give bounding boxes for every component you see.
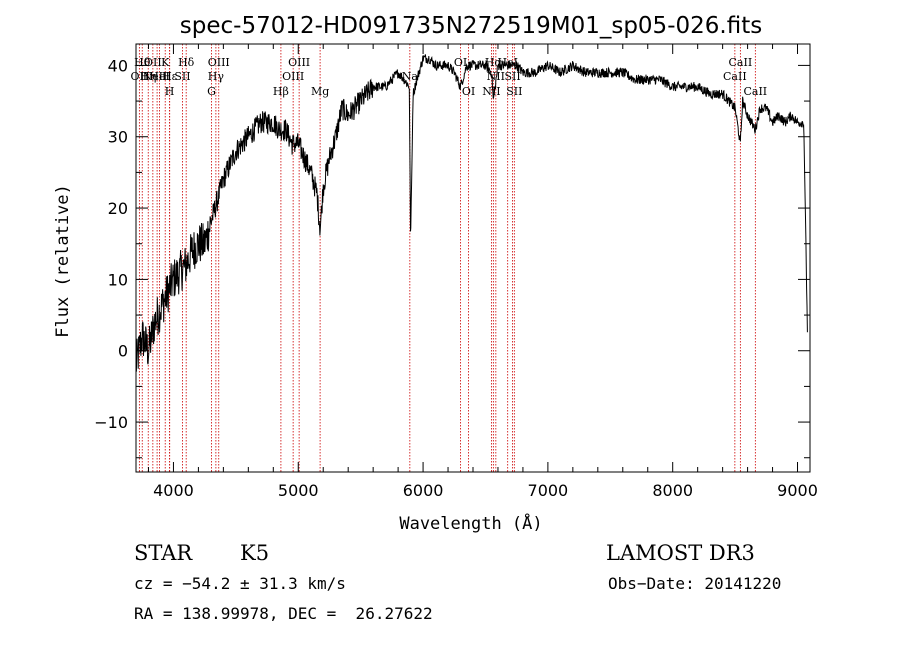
spectrum-series-line bbox=[135, 54, 808, 372]
line-marker-label: SII bbox=[506, 85, 522, 98]
x-axis-label: Wavelength (Å) bbox=[399, 512, 542, 534]
line-marker-label: NII bbox=[482, 85, 500, 98]
line-marker-label: H bbox=[165, 85, 175, 98]
y-tick-label: −10 bbox=[94, 413, 128, 432]
line-marker-label: Hγ bbox=[208, 70, 225, 83]
y-tick-label: 0 bbox=[118, 342, 128, 361]
y-tick-label: 30 bbox=[108, 128, 128, 147]
line-marker-label: OI bbox=[454, 56, 467, 69]
object-class: STAR bbox=[134, 541, 193, 565]
line-marker-labels: OIIHθHηOIINeIIIHeIKHHεSIIHδGHγOIIIHβOIII… bbox=[131, 56, 768, 98]
y-tick-label: 40 bbox=[108, 56, 128, 75]
obs-date: Obs−Date: 20141220 bbox=[608, 574, 782, 593]
line-marker-label: Na bbox=[402, 70, 419, 83]
x-tick-label: 9000 bbox=[777, 481, 818, 500]
line-marker-label: OII bbox=[144, 56, 162, 69]
y-axis-label: Flux (relative) bbox=[53, 184, 73, 338]
line-marker-label: SII bbox=[174, 70, 190, 83]
line-marker-label: OII bbox=[131, 70, 149, 83]
x-tick-label: 7000 bbox=[528, 481, 569, 500]
line-markers bbox=[138, 44, 756, 472]
x-tick-label: 8000 bbox=[652, 481, 693, 500]
x-tick-label: 5000 bbox=[278, 481, 319, 500]
redshift-cz: cz = −54.2 ± 31.3 km/s bbox=[134, 574, 346, 593]
survey-name: LAMOST DR3 bbox=[606, 541, 755, 565]
line-marker-label: K bbox=[161, 56, 170, 69]
line-marker-label: HeI bbox=[149, 70, 169, 83]
object-subclass: K5 bbox=[240, 541, 270, 565]
ra-dec: RA = 138.99978, DEC = 26.27622 bbox=[134, 604, 433, 623]
line-marker-label: CaII bbox=[729, 56, 753, 69]
x-tick-label: 6000 bbox=[403, 481, 444, 500]
plot-frame bbox=[135, 43, 811, 473]
line-marker-label: SII bbox=[504, 70, 520, 83]
axis-ticks: 4000 5000 6000 7000 8000 9000 −10 0 10 20 30 40 bbox=[94, 44, 818, 500]
line-marker-label: CaII bbox=[723, 70, 747, 83]
chart-title: spec-57012-HD091735N272519M01_sp05-026.f… bbox=[180, 13, 762, 39]
line-marker-label: Hδ bbox=[178, 56, 195, 69]
y-tick-label: 10 bbox=[108, 270, 128, 289]
line-marker-label: Mg bbox=[311, 85, 329, 98]
line-marker-label: NeIII bbox=[143, 70, 172, 83]
x-tick-label: 4000 bbox=[153, 481, 194, 500]
line-marker-label: G bbox=[207, 85, 216, 98]
y-tick-label: 20 bbox=[108, 199, 128, 218]
line-marker-label: Hη bbox=[140, 70, 156, 83]
line-marker-label: OIII bbox=[208, 56, 230, 69]
line-marker-label: OI bbox=[462, 85, 475, 98]
line-marker-label: OIII bbox=[288, 56, 310, 69]
line-marker-label: OIII bbox=[282, 70, 304, 83]
line-marker-label: Hβ bbox=[273, 85, 289, 98]
line-marker-label: Hε bbox=[162, 70, 178, 83]
line-marker-label: CaII bbox=[743, 85, 767, 98]
